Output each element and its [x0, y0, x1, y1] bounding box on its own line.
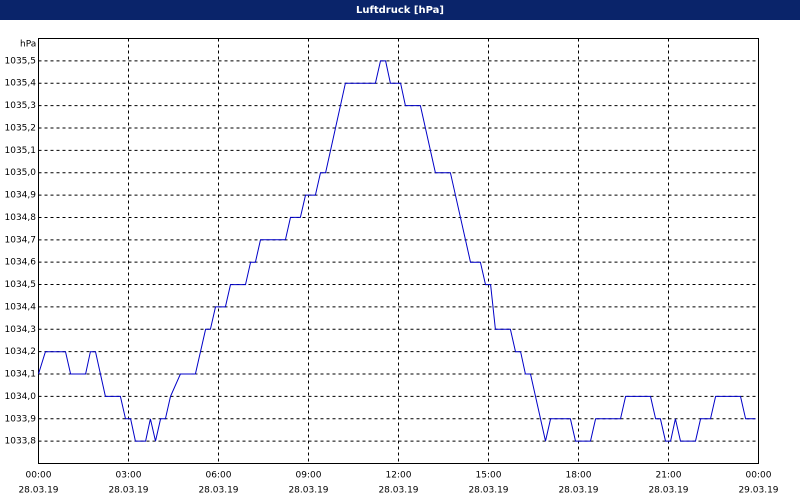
x-tick-label: 00:00: [746, 471, 772, 481]
y-tick-label: 1034,1: [5, 370, 37, 380]
x-tick-date: 28.03.19: [648, 486, 688, 496]
x-tick-label: 12:00: [386, 471, 412, 481]
y-tick-label: 1034,7: [5, 235, 37, 245]
x-tick-date: 28.03.19: [108, 486, 148, 496]
y-tick-label: 1034,6: [5, 258, 37, 268]
y-tick-label: 1033,8: [5, 437, 37, 447]
x-tick-label: 06:00: [206, 471, 232, 481]
x-tick-date: 28.03.19: [288, 486, 328, 496]
y-tick-label: 1035,0: [5, 168, 37, 178]
chart-title: Luftdruck [hPa]: [356, 5, 444, 16]
y-tick-label: 1034,4: [5, 302, 37, 312]
x-tick-date: 28.03.19: [18, 486, 58, 496]
y-tick-label: 1035,5: [5, 56, 37, 66]
x-tick-date: 28.03.19: [468, 486, 508, 496]
y-tick-label: 1034,0: [5, 392, 37, 402]
y-unit: hPa: [20, 40, 36, 50]
x-tick-label: 15:00: [476, 471, 502, 481]
data-line: [38, 60, 756, 442]
title-bar: [0, 0, 800, 20]
y-tick-label: 1033,9: [5, 414, 37, 424]
x-tick-label: 03:00: [116, 471, 142, 481]
y-tick-label: 1034,9: [5, 191, 37, 201]
x-tick-date: 28.03.19: [378, 486, 418, 496]
x-tick-label: 09:00: [296, 471, 322, 481]
x-tick-label: 18:00: [566, 471, 592, 481]
y-tick-label: 1034,2: [5, 347, 37, 357]
x-tick-date: 29.03.19: [738, 486, 778, 496]
y-tick-label: 1035,2: [5, 123, 37, 133]
x-tick-label: 21:00: [656, 471, 682, 481]
x-tick-label: 00:00: [26, 471, 52, 481]
y-tick-label: 1034,8: [5, 213, 37, 223]
y-tick-label: 1035,3: [5, 101, 37, 111]
y-tick-label: 1034,5: [5, 280, 37, 290]
x-tick-date: 28.03.19: [558, 486, 598, 496]
y-tick-label: 1035,4: [5, 79, 37, 89]
y-tick-label: 1034,3: [5, 325, 37, 335]
y-tick-label: 1035,1: [5, 146, 37, 156]
x-tick-date: 28.03.19: [198, 486, 238, 496]
